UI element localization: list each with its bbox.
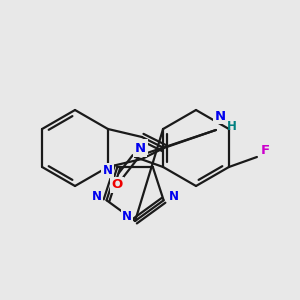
Text: O: O: [112, 178, 123, 191]
Text: N: N: [134, 142, 146, 155]
Text: N: N: [214, 110, 226, 122]
Text: F: F: [260, 145, 269, 158]
Text: S: S: [137, 140, 147, 154]
Text: N: N: [122, 211, 132, 224]
Text: H: H: [227, 119, 237, 133]
Text: N: N: [103, 164, 112, 177]
Text: N: N: [92, 190, 102, 203]
Text: N: N: [169, 190, 178, 203]
